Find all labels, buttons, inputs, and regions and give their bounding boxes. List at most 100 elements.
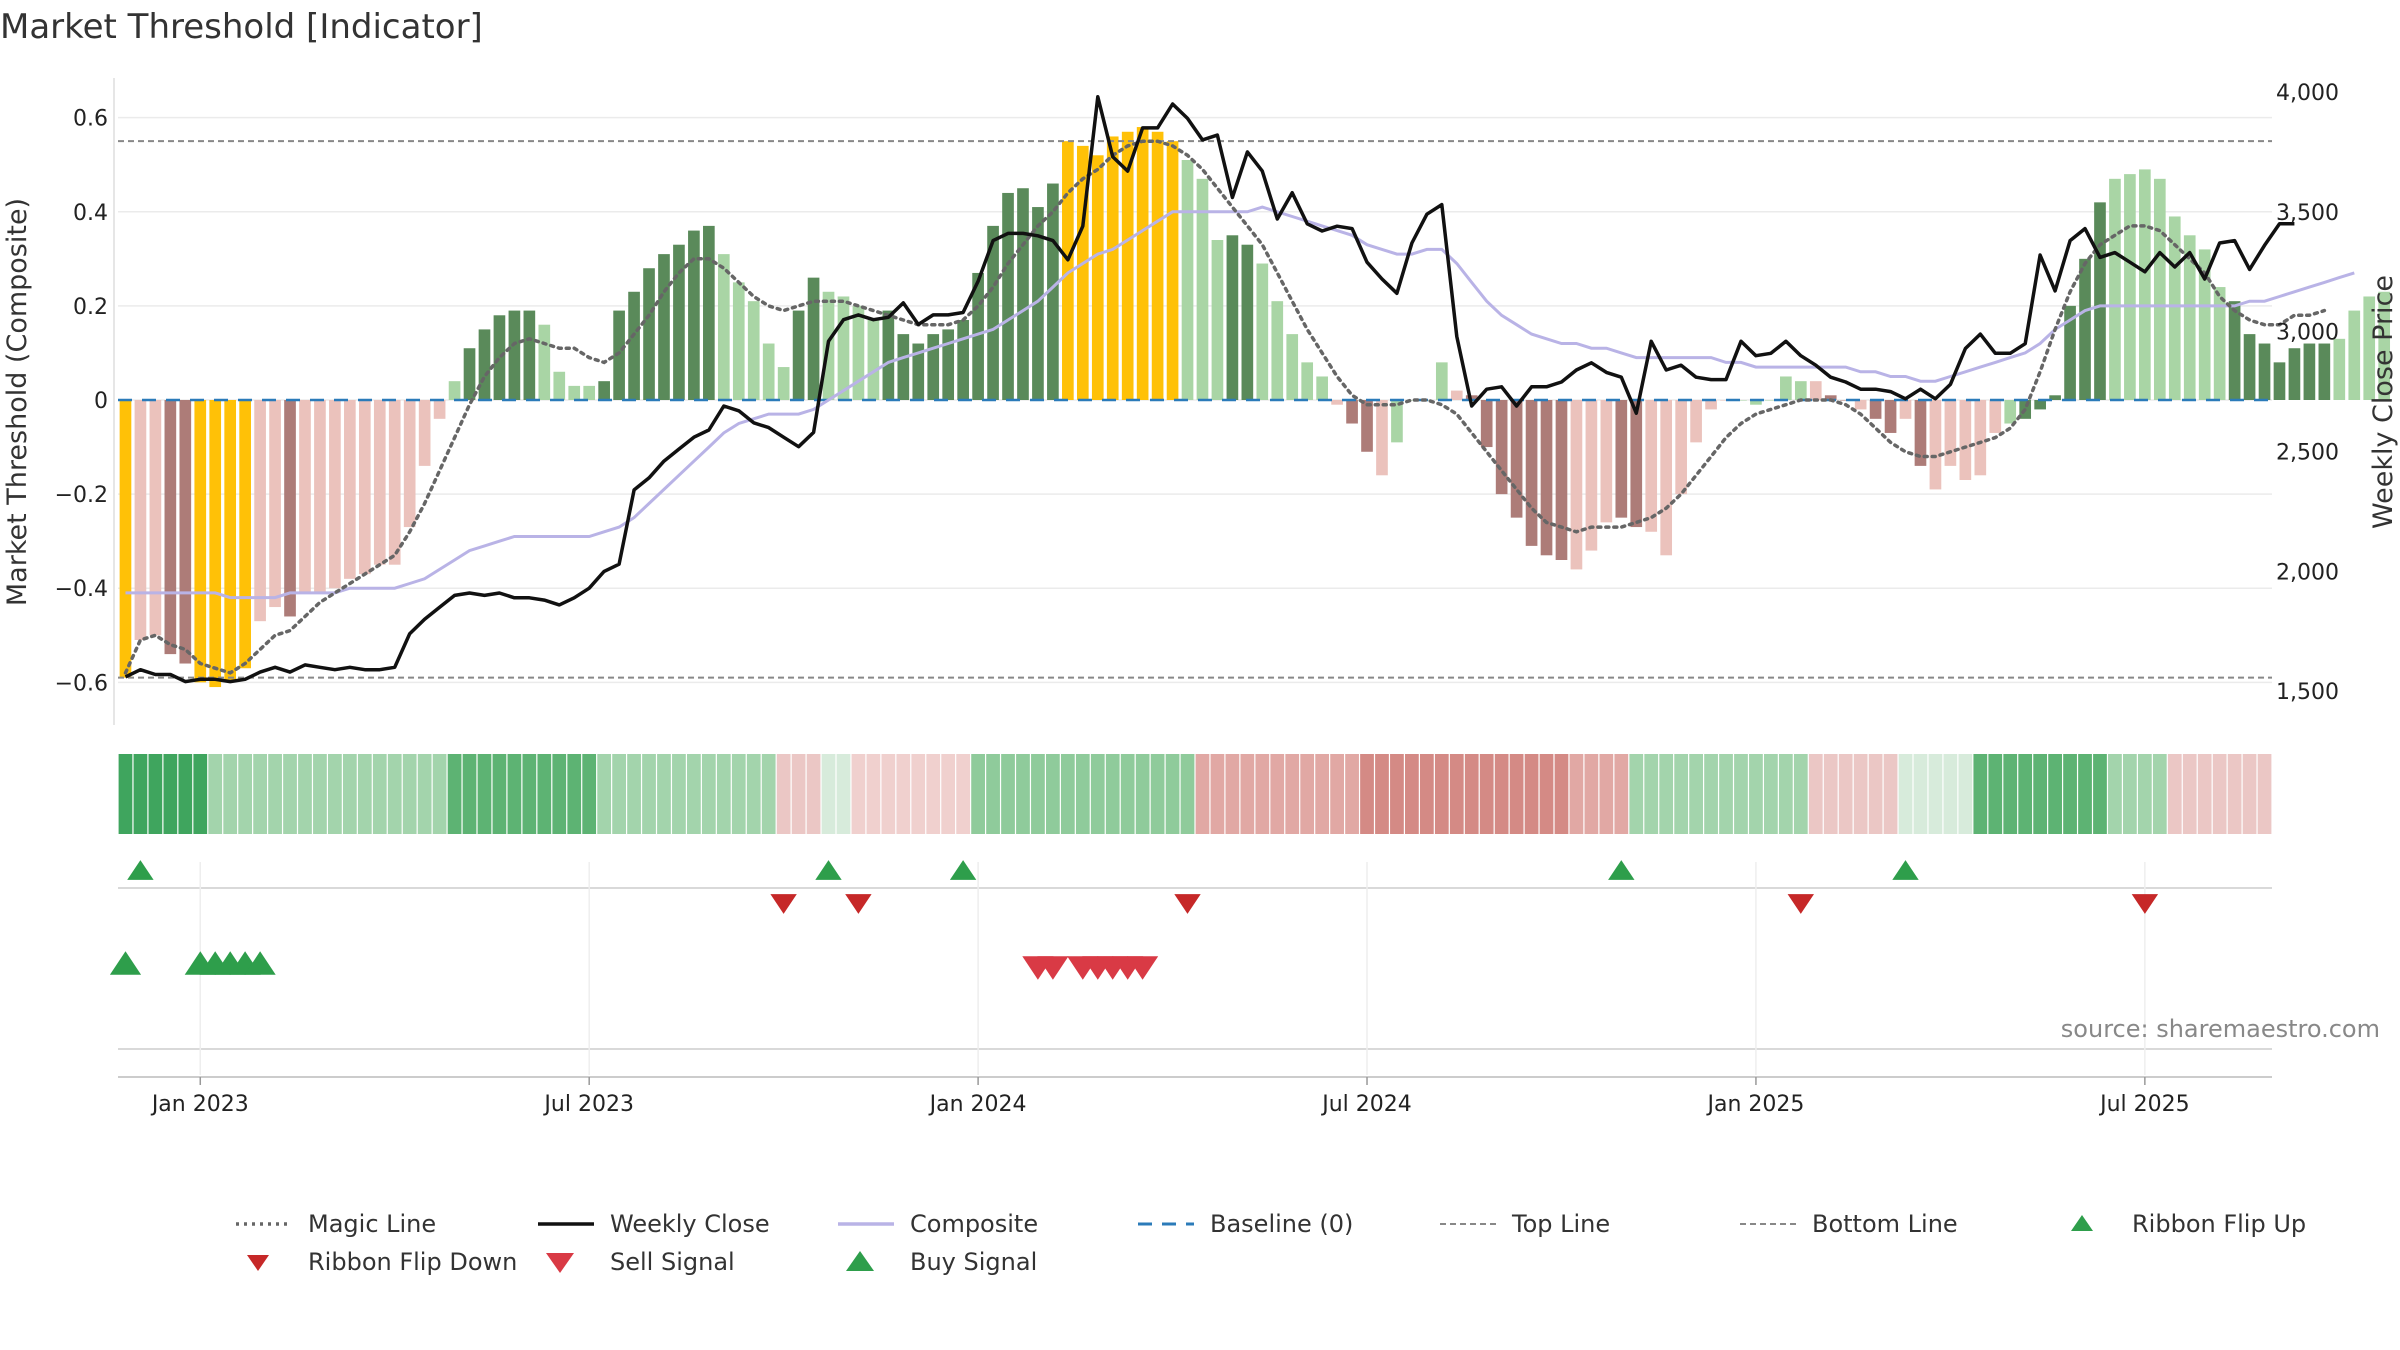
- ribbon-cell: [672, 754, 686, 834]
- ribbon-cell: [791, 754, 806, 834]
- composite-bar: [2139, 169, 2151, 400]
- composite-bar: [209, 400, 222, 688]
- composite-bar: [1510, 400, 1523, 518]
- composite-bar: [1839, 400, 1852, 401]
- ribbon-cell: [1494, 754, 1509, 834]
- composite-bar: [703, 225, 715, 400]
- composite-bar: [1361, 400, 1373, 452]
- composite-bar: [1780, 376, 1792, 400]
- composite-bar: [2109, 178, 2121, 400]
- composite-bar: [1765, 400, 1777, 401]
- x-tick-label: Jan 2025: [1705, 1092, 1804, 1117]
- ribbon-cell: [223, 754, 238, 834]
- composite-bar: [927, 334, 940, 400]
- ribbon-cell: [2063, 754, 2077, 834]
- composite-bar: [1690, 400, 1702, 443]
- ribbon-cell: [1046, 754, 1060, 834]
- legend-swatch: [247, 1255, 269, 1271]
- composite-bar: [1884, 400, 1897, 433]
- ribbon-cell: [417, 754, 432, 834]
- y-tick-label: 0: [94, 389, 108, 414]
- ribbon-cell: [1075, 754, 1090, 834]
- composite-bar: [2288, 348, 2301, 400]
- composite-bar: [553, 371, 566, 400]
- ribbon-cell: [372, 754, 387, 834]
- ribbon-cell: [2242, 754, 2257, 834]
- y-axis-label: Market Threshold (Composite): [2, 198, 33, 606]
- ribbon-cell: [1105, 754, 1120, 834]
- ribbon-cell: [1898, 754, 1913, 834]
- legend-item-close: Weekly Close: [538, 1210, 770, 1238]
- ribbon-cell: [2152, 754, 2167, 834]
- ribbon-cell: [283, 754, 297, 834]
- composite-bar: [1256, 263, 1269, 400]
- ribbon-cell: [462, 754, 477, 834]
- composite-bar: [433, 400, 446, 419]
- ribbon-cell: [1001, 754, 1015, 834]
- composite-bar: [2258, 343, 2271, 400]
- ribbon-cell: [357, 754, 372, 834]
- ribbon-cell: [1913, 754, 1928, 834]
- ribbon-cell: [1958, 754, 1973, 834]
- x-tick-label: Jul 2023: [542, 1092, 634, 1117]
- ribbon-cell: [507, 754, 522, 834]
- ribbon-cell: [1285, 754, 1300, 834]
- ribbon-flip-up-marker: [1608, 860, 1635, 880]
- composite-bar: [2034, 400, 2046, 410]
- y-tick-label: 0.4: [73, 201, 108, 226]
- legend-label: Bottom Line: [1812, 1210, 1958, 1238]
- composite-bar: [852, 305, 865, 400]
- ribbon-cell: [2048, 754, 2062, 834]
- composite-bar: [388, 400, 401, 565]
- composite-bar: [149, 400, 162, 636]
- ribbon-cell: [1195, 754, 1210, 834]
- ribbon-cell: [761, 754, 776, 834]
- source-label: source: sharemaestro.com: [2061, 1015, 2380, 1043]
- ribbon-cell: [268, 754, 282, 834]
- composite-bar: [717, 254, 730, 400]
- composite-bar: [1181, 160, 1194, 400]
- ribbon-cell: [552, 754, 567, 834]
- legend-label: Ribbon Flip Down: [308, 1248, 517, 1276]
- y2-axis-label: Weekly Close Price: [2368, 275, 2399, 529]
- composite-bar: [673, 244, 685, 400]
- ribbon-flip-down-marker: [770, 894, 797, 914]
- y2-tick-label: 1,500: [2276, 680, 2339, 705]
- composite-bar: [1750, 400, 1762, 405]
- y-tick-label: −0.4: [55, 577, 108, 602]
- ribbon-cell: [118, 754, 133, 834]
- composite-bar: [2273, 362, 2286, 400]
- ribbon-cell: [926, 754, 941, 834]
- ribbon-cell: [776, 754, 791, 834]
- ribbon-cell: [2093, 754, 2107, 834]
- ribbon-cell: [1764, 754, 1778, 834]
- composite-bar: [1645, 400, 1658, 532]
- composite-bar: [358, 400, 371, 575]
- ribbon-cell: [582, 754, 597, 834]
- x-tick-label: Jul 2024: [1320, 1092, 1412, 1117]
- ribbon-flip-down-marker: [2131, 894, 2159, 914]
- x-tick-label: Jan 2023: [150, 1092, 249, 1117]
- sell-signal-marker: [1037, 956, 1069, 980]
- composite-bar: [2213, 287, 2226, 400]
- ribbon-cell: [1360, 754, 1374, 834]
- axes: 0.6 0.4 0.2 0 −0.2 −0.4 −0.6 4,000 3,500 3,000 2,5…: [2, 78, 2399, 725]
- composite-bar: [254, 400, 266, 622]
- composite-bar: [792, 310, 805, 400]
- composite-bar: [1047, 183, 1059, 400]
- y-tick-label: 0.6: [73, 107, 108, 132]
- ribbon-cell: [178, 754, 193, 834]
- composite-bar: [2064, 305, 2076, 400]
- ribbon-cell: [731, 754, 746, 834]
- ribbon-cell: [1569, 754, 1584, 834]
- ribbon-cell: [1464, 754, 1479, 834]
- ribbon-cell: [881, 754, 896, 834]
- composite-bar: [1226, 235, 1239, 400]
- composite-bar: [957, 320, 969, 400]
- composite-bar: [269, 400, 281, 608]
- ribbon-flip-up-marker: [127, 860, 154, 880]
- composite-bar: [1346, 400, 1358, 424]
- ribbon-cell: [1659, 754, 1674, 834]
- ribbon-cell: [1225, 754, 1240, 834]
- composite-bar: [239, 400, 251, 669]
